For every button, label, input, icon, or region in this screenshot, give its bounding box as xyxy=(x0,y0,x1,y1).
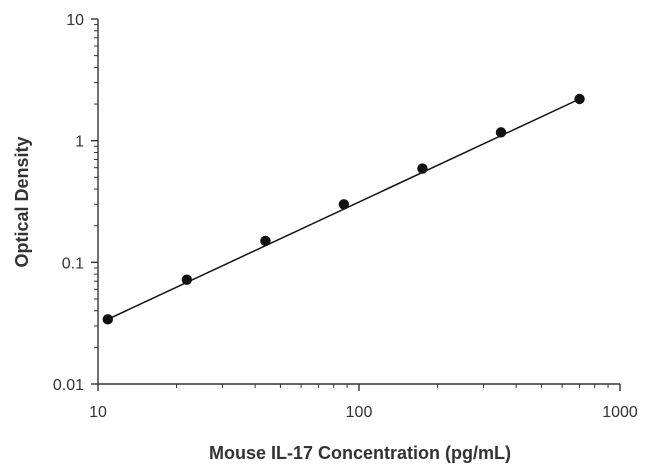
data-points xyxy=(102,93,585,325)
data-point xyxy=(417,163,428,174)
data-point xyxy=(495,127,507,138)
data-point xyxy=(574,93,585,105)
data-point xyxy=(102,314,113,325)
tick-labels: 0.01 0.1 1 10 10 100 1000 xyxy=(53,12,638,421)
axes xyxy=(91,18,621,391)
data-point xyxy=(338,199,350,210)
y-axis-title: Optical Density xyxy=(12,136,32,267)
y-tick-label: 10 xyxy=(66,12,84,29)
data-point xyxy=(181,274,193,285)
y-tick-label: 0.1 xyxy=(62,255,84,272)
y-tick-label: 1 xyxy=(75,134,84,151)
x-tick-label: 1000 xyxy=(602,404,638,421)
data-point xyxy=(260,235,271,247)
y-tick-label: 0.01 xyxy=(53,377,84,394)
x-tick-label: 10 xyxy=(89,404,107,421)
x-tick-label: 100 xyxy=(346,404,373,421)
x-axis-title: Mouse IL-17 Concentration (pg/mL) xyxy=(209,443,511,463)
